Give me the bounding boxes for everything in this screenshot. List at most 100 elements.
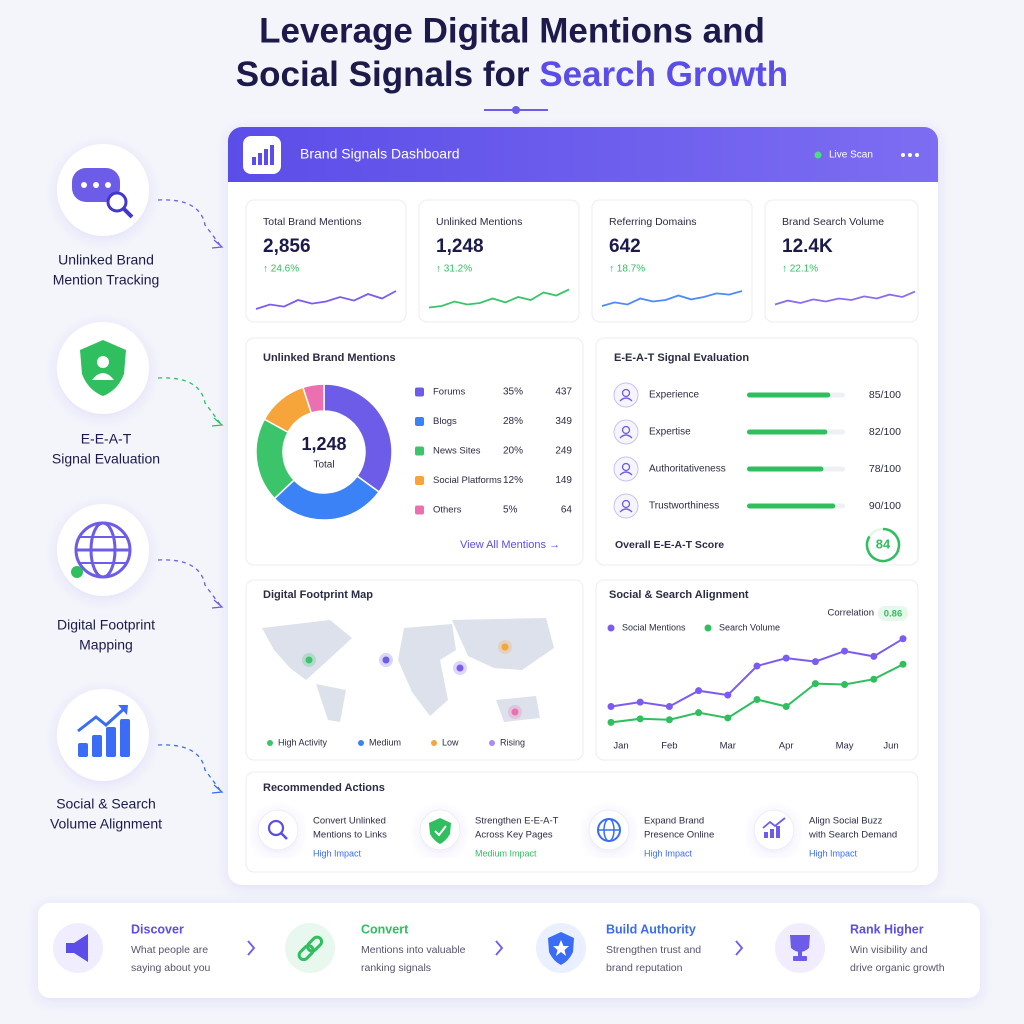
signal-icon-glyph	[621, 388, 631, 398]
series-point	[695, 687, 703, 695]
legend-label: News Sites	[433, 446, 481, 457]
legend-percent: 28%	[503, 416, 523, 427]
kpi-label: Unlinked Mentions	[436, 216, 522, 228]
title-dot	[512, 106, 520, 114]
x-tick-label: May	[836, 741, 854, 752]
title-highlight: Search Growth	[539, 55, 788, 94]
card-title: E-E-A-T Signal Evaluation	[614, 352, 749, 364]
series-point	[870, 652, 878, 660]
series-point	[665, 716, 673, 724]
kpi-value: 12.4K	[782, 236, 833, 257]
icon-head	[97, 356, 109, 368]
icon-bar	[78, 743, 88, 757]
map-marker[interactable]	[382, 656, 390, 664]
x-tick-label: Mar	[720, 741, 736, 752]
logo-bar	[258, 153, 262, 165]
actions-card	[245, 771, 919, 873]
sparkline	[428, 288, 570, 309]
correlation-value: 0.86	[884, 609, 903, 620]
icon-trophy	[790, 935, 810, 952]
view-all-link[interactable]: View All Mentions →	[460, 539, 560, 551]
sparkline	[255, 290, 397, 310]
map-marker[interactable]	[456, 664, 464, 672]
feature-label: Mention Tracking	[53, 272, 160, 288]
series-point	[782, 654, 790, 662]
kpi-card	[764, 199, 919, 323]
kpi-change: ↑ 31.2%	[436, 264, 472, 275]
kpi-label: Referring Domains	[609, 216, 697, 228]
legend-label: Low	[442, 737, 459, 747]
title-line: Social Signals for Search Growth	[236, 55, 788, 94]
connector	[157, 199, 221, 246]
connector	[157, 744, 221, 791]
legend-label: Social Mentions	[622, 622, 686, 632]
score-label: 85/100	[869, 389, 901, 401]
x-tick-label: Feb	[661, 741, 677, 752]
step-text: What people are	[131, 944, 208, 956]
feature-label: Unlinked Brand	[58, 252, 154, 268]
icon-trophy-base	[793, 956, 807, 961]
map-marker[interactable]	[501, 643, 509, 651]
series-point	[811, 680, 819, 688]
legend-percent: 5%	[503, 505, 518, 516]
menu-dot[interactable]	[901, 153, 905, 157]
action-impact: High Impact	[313, 848, 362, 858]
action-text: with Search Demand	[808, 830, 897, 841]
icon-bar	[776, 826, 780, 838]
donut-segment[interactable]	[323, 383, 393, 494]
connector	[157, 559, 221, 606]
kpi-value: 1,248	[436, 236, 484, 257]
map-marker[interactable]	[305, 656, 313, 664]
kpi-change: ↑ 22.1%	[782, 264, 818, 275]
kpi-card	[591, 199, 753, 323]
chevron	[247, 940, 256, 956]
legend-percent: 12%	[503, 475, 523, 486]
signal-icon	[613, 382, 639, 408]
icon-shield	[429, 818, 451, 844]
feature-label: Signal Evaluation	[52, 451, 160, 467]
card-title: Social & Search Alignment	[609, 589, 749, 601]
menu-dot[interactable]	[908, 153, 912, 157]
series-point	[724, 714, 732, 722]
series-point	[899, 660, 907, 668]
legend-percent: 20%	[503, 446, 523, 457]
action-text: Presence Online	[644, 830, 714, 841]
donut-total-label: Total	[313, 460, 334, 471]
series-point	[607, 718, 615, 726]
step-text: ranking signals	[361, 962, 431, 974]
icon-dot	[93, 182, 99, 188]
icon-bar	[106, 727, 116, 757]
series-point	[841, 681, 849, 689]
legend-swatch	[415, 417, 424, 426]
icon-lens	[267, 819, 285, 837]
kpi-label: Total Brand Mentions	[263, 216, 362, 228]
series-point	[782, 703, 790, 711]
step-text: Mentions into valuable	[361, 944, 466, 956]
title-space	[530, 55, 540, 94]
action-text: Align Social Buzz	[809, 816, 883, 827]
menu-dot[interactable]	[915, 153, 919, 157]
status-label: Live Scan	[829, 150, 873, 161]
score-ring	[865, 527, 901, 563]
legend-swatch	[415, 505, 424, 515]
signal-icon	[613, 456, 639, 482]
action-icon[interactable]	[257, 809, 299, 851]
kpi-change: ↑ 18.7%	[609, 264, 645, 275]
donut-segment[interactable]	[302, 383, 325, 414]
icon-star	[553, 940, 569, 956]
legend-swatch	[415, 476, 424, 485]
icon-dot	[81, 182, 87, 188]
action-impact: High Impact	[644, 848, 693, 858]
series-point	[636, 698, 644, 706]
step-text: saying about you	[131, 962, 211, 974]
dashboard-title: Brand Signals Dashboard	[300, 146, 460, 162]
card-title: Digital Footprint Map	[263, 589, 373, 601]
action-text: Convert Unlinked	[313, 816, 386, 827]
icon-trophy-stem	[798, 951, 802, 957]
kpi-card	[418, 199, 580, 323]
logo-bar	[264, 149, 268, 165]
legend-percent: 35%	[503, 387, 523, 398]
map-marker[interactable]	[511, 708, 519, 716]
icon-check	[434, 825, 447, 837]
legend-count: 249	[555, 446, 572, 457]
